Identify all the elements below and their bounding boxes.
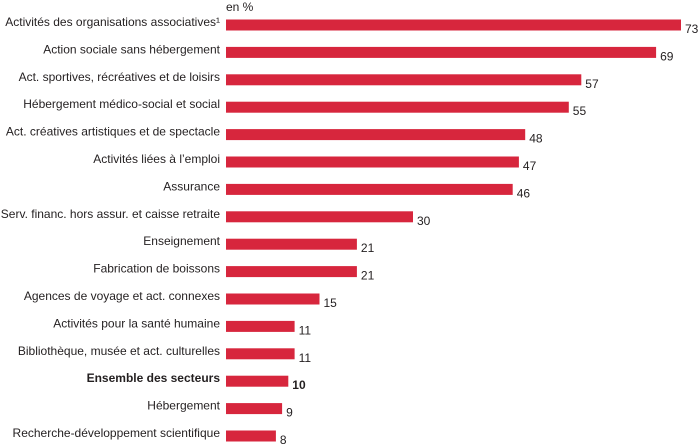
category-label-3: Hébergement médico-social et social xyxy=(23,97,220,111)
bar-12 xyxy=(226,348,295,360)
value-label-4: 48 xyxy=(529,132,543,146)
bar-14 xyxy=(226,403,283,415)
bar-15 xyxy=(226,430,276,442)
bar-13 xyxy=(226,375,289,387)
bar-0 xyxy=(226,19,681,31)
category-labels-group: Activités des organisations associatives… xyxy=(1,15,221,440)
category-label-14: Hébergement xyxy=(147,399,220,413)
category-label-2: Act. sportives, récréatives et de loisir… xyxy=(19,70,220,84)
category-label-11: Activités pour la santé humaine xyxy=(53,316,220,330)
value-label-7: 30 xyxy=(417,214,431,228)
value-label-14: 9 xyxy=(286,406,293,420)
value-label-10: 15 xyxy=(324,296,338,310)
category-label-8: Enseignement xyxy=(143,234,220,248)
category-label-9: Fabrication de boissons xyxy=(93,262,220,276)
value-label-1: 69 xyxy=(660,49,674,63)
category-label-10: Agences de voyage et act. connexes xyxy=(24,289,220,303)
bar-5 xyxy=(226,156,519,168)
bar-9 xyxy=(226,266,357,278)
bar-2 xyxy=(226,74,582,86)
bar-1 xyxy=(226,46,657,58)
value-label-3: 55 xyxy=(573,104,587,118)
value-label-0: 73 xyxy=(685,22,699,36)
value-label-2: 57 xyxy=(585,77,599,91)
value-label-5: 47 xyxy=(523,159,537,173)
category-label-0: Activités des organisations associatives… xyxy=(5,15,220,29)
bars-group xyxy=(226,19,681,442)
value-label-13: 10 xyxy=(292,378,306,392)
bar-6 xyxy=(226,183,513,195)
category-label-12: Bibliothèque, musée et act. culturelles xyxy=(18,344,220,358)
unit-label: en % xyxy=(226,0,254,14)
value-label-12: 11 xyxy=(299,351,312,365)
bar-11 xyxy=(226,320,295,332)
bar-7 xyxy=(226,211,413,223)
value-label-11: 11 xyxy=(299,323,312,337)
bar-4 xyxy=(226,129,526,141)
bar-8 xyxy=(226,238,357,250)
category-label-6: Assurance xyxy=(163,179,220,193)
category-label-13: Ensemble des secteurs xyxy=(87,371,221,385)
category-label-1: Action sociale sans hébergement xyxy=(43,42,220,56)
category-label-4: Act. créatives artistiques et de spectac… xyxy=(6,125,220,139)
value-label-6: 46 xyxy=(517,186,531,200)
category-label-5: Activités liées à l’emploi xyxy=(93,152,220,166)
category-label-7: Serv. financ. hors assur. et caisse retr… xyxy=(1,207,221,221)
bar-3 xyxy=(226,101,569,113)
value-labels-group: 73 69 57 55 48 47 46 30 21 21 15 11 11 10 9 8 xyxy=(280,22,699,447)
value-label-15: 8 xyxy=(280,433,287,447)
bar-10 xyxy=(226,293,320,305)
value-label-8: 21 xyxy=(361,241,375,255)
category-label-15: Recherche-développement scientifique xyxy=(13,426,221,440)
value-label-9: 21 xyxy=(361,269,375,283)
